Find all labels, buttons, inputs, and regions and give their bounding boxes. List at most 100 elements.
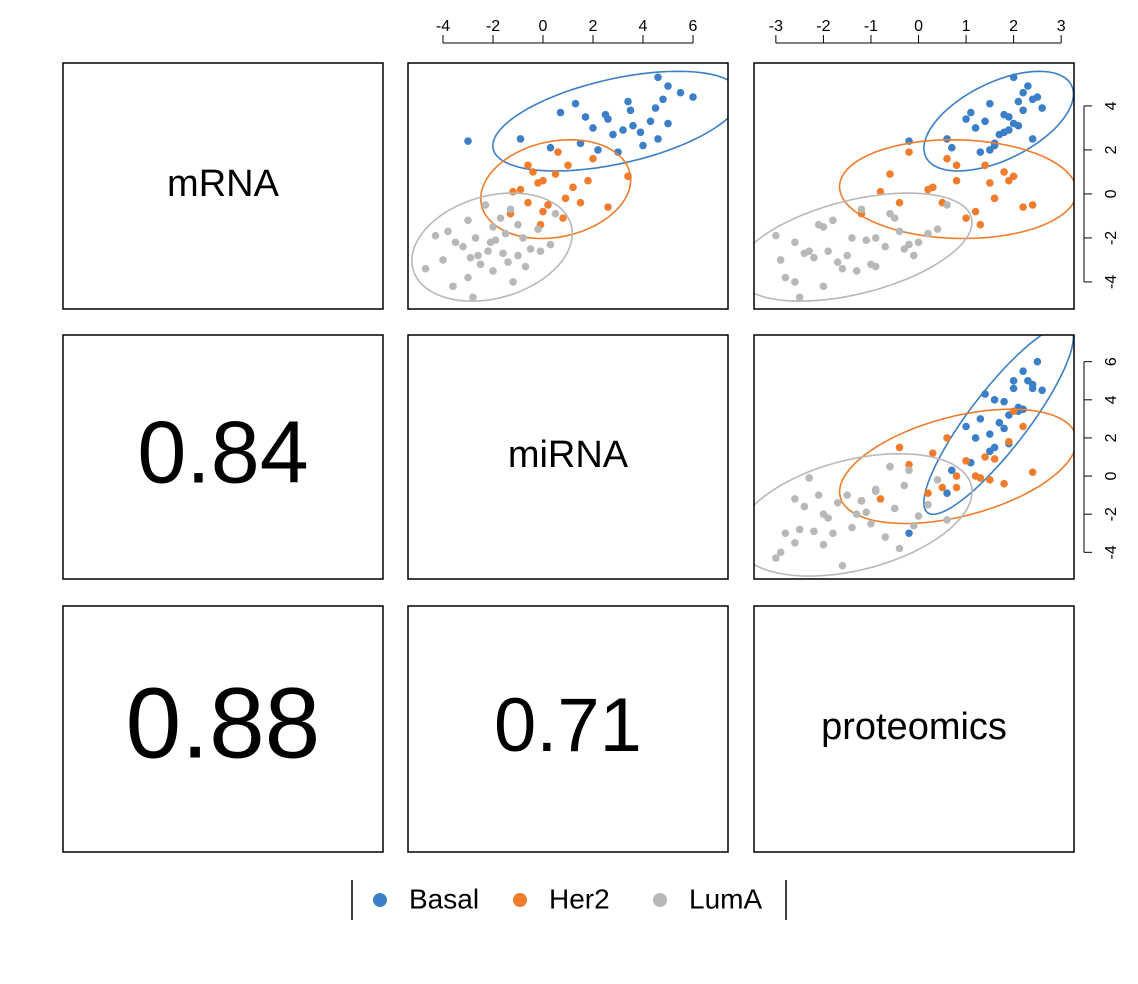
point <box>857 205 866 214</box>
point <box>791 538 799 547</box>
point <box>905 240 913 249</box>
panel-border <box>753 334 1075 580</box>
point <box>464 216 472 225</box>
point <box>962 214 970 222</box>
point <box>871 234 880 242</box>
point <box>1005 176 1013 185</box>
point <box>886 170 894 178</box>
x-tick-label: -2 <box>486 18 500 35</box>
point <box>986 476 994 484</box>
point <box>1000 424 1008 433</box>
panel-border <box>407 62 729 310</box>
point <box>838 264 847 273</box>
point <box>624 97 632 106</box>
point <box>561 194 570 203</box>
point <box>571 99 580 108</box>
x-tick-label: -2 <box>816 18 830 35</box>
x-tick-label: 3 <box>1057 18 1066 35</box>
legend-marker <box>653 893 667 907</box>
point <box>833 498 842 507</box>
point <box>1005 437 1013 446</box>
point <box>624 172 632 181</box>
point <box>791 495 799 503</box>
variable-label: proteomics <box>821 706 1007 748</box>
point <box>943 434 951 442</box>
point <box>914 512 923 520</box>
point <box>1028 135 1037 143</box>
point <box>1019 106 1027 115</box>
point <box>900 481 909 490</box>
legend-label: Basal <box>409 883 479 914</box>
point <box>569 183 577 192</box>
point <box>536 247 545 255</box>
point <box>654 135 662 143</box>
point <box>971 434 980 442</box>
point <box>501 229 510 238</box>
point <box>576 198 585 207</box>
scatter-panel <box>754 335 1074 577</box>
point <box>489 267 497 275</box>
point <box>559 214 567 222</box>
point <box>1009 407 1018 416</box>
y-tick-label: -2 <box>1103 507 1120 521</box>
point <box>551 209 560 218</box>
legend-label: Her2 <box>549 883 610 914</box>
point <box>848 234 856 242</box>
point <box>439 256 447 264</box>
point <box>905 466 913 475</box>
legend-marker <box>513 893 527 907</box>
point <box>1033 357 1042 366</box>
point <box>469 293 477 302</box>
ellipse <box>838 138 1074 240</box>
point <box>933 476 942 484</box>
panel-border <box>62 62 384 310</box>
panel-border <box>407 334 729 580</box>
point <box>791 238 799 247</box>
point <box>981 161 989 170</box>
point <box>466 253 475 262</box>
point <box>1014 97 1023 106</box>
point <box>629 121 637 130</box>
point <box>516 135 525 143</box>
point <box>843 491 851 499</box>
point <box>654 73 662 82</box>
y-tick-label: 4 <box>1103 395 1120 404</box>
point <box>639 141 647 150</box>
point <box>676 88 685 97</box>
point <box>546 143 555 152</box>
point <box>924 185 932 194</box>
panel-border <box>62 605 384 853</box>
point <box>886 462 894 471</box>
variable-label: miRNA <box>508 434 629 476</box>
point <box>952 161 961 170</box>
point <box>829 529 837 538</box>
x-tick-label: -1 <box>864 18 878 35</box>
point <box>781 273 790 282</box>
point <box>881 533 890 541</box>
ellipse <box>754 192 973 302</box>
point <box>871 262 880 271</box>
point <box>1009 119 1018 128</box>
ellipse <box>923 70 1074 172</box>
point <box>516 185 525 194</box>
point <box>1028 380 1037 389</box>
point <box>584 176 592 185</box>
y-tick-label: 2 <box>1103 145 1120 154</box>
scatter-panel <box>754 70 1074 302</box>
point <box>976 220 985 229</box>
point <box>986 430 994 438</box>
point <box>986 99 994 108</box>
point <box>890 504 899 513</box>
point <box>990 443 999 452</box>
point <box>1000 128 1008 137</box>
point <box>909 521 918 530</box>
point <box>928 449 937 457</box>
point <box>509 187 517 196</box>
point <box>791 278 799 286</box>
x-tick-label: 2 <box>1009 18 1018 35</box>
point <box>451 238 460 247</box>
point <box>810 527 818 536</box>
point <box>943 201 951 209</box>
point <box>646 117 655 126</box>
